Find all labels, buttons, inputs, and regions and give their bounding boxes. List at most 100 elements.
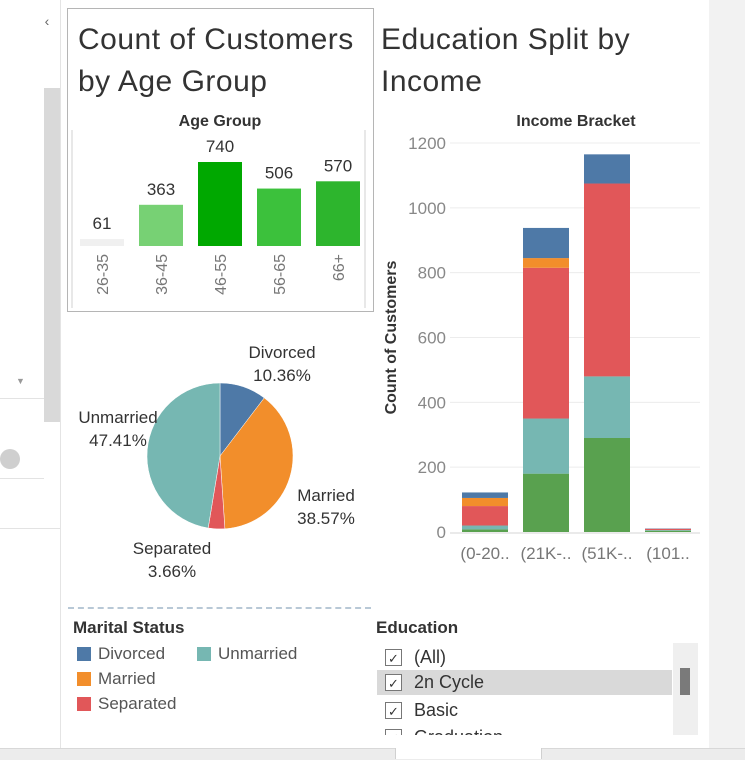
x-tick-label: (0-20.. bbox=[460, 544, 509, 563]
dropdown-caret-icon[interactable]: ▼ bbox=[16, 376, 25, 386]
y-axis-title: Count of Customers bbox=[383, 261, 400, 415]
bar-value-label: 740 bbox=[206, 137, 234, 156]
x-tick-label: 46-55 bbox=[213, 254, 230, 295]
stacked-bar-segment bbox=[584, 154, 630, 183]
stacked-bar-segment bbox=[462, 506, 508, 525]
stacked-bar-segment bbox=[462, 526, 508, 530]
pie-label-name: Divorced bbox=[236, 341, 328, 364]
filter-item-label: 2n Cycle bbox=[414, 672, 484, 693]
bottom-tab-bar bbox=[0, 748, 745, 760]
left-panel-scrollbar[interactable] bbox=[44, 88, 60, 422]
filter-item-all[interactable]: ✓ (All) bbox=[377, 645, 672, 670]
filter-item-label: Basic bbox=[414, 700, 458, 721]
pie-label-percent: 38.57% bbox=[285, 507, 367, 530]
pie-label-percent: 10.36% bbox=[236, 364, 328, 387]
pie-slice bbox=[147, 383, 220, 528]
education-filter-title: Education bbox=[376, 618, 458, 638]
education-chart-title-line2: Income bbox=[381, 61, 701, 103]
checkbox[interactable]: ✓ bbox=[385, 674, 402, 691]
chevron-left-icon[interactable]: ‹ bbox=[38, 10, 56, 32]
legend-swatch bbox=[197, 647, 211, 661]
checkbox[interactable]: ✓ bbox=[385, 729, 402, 735]
bar-value-label: 363 bbox=[147, 180, 175, 199]
legend-item-married[interactable]: Married bbox=[77, 669, 156, 689]
x-tick-label: (51K-.. bbox=[581, 544, 632, 563]
stacked-bar-segment bbox=[523, 419, 569, 474]
stacked-bar-segment bbox=[584, 184, 630, 377]
y-tick-label: 1000 bbox=[408, 199, 446, 218]
stacked-bar-segment bbox=[645, 529, 691, 530]
education-chart-title: Education Split by Income bbox=[381, 19, 701, 103]
stacked-bar-segment bbox=[523, 268, 569, 419]
stacked-bar-segment bbox=[462, 529, 508, 532]
divider bbox=[0, 528, 60, 529]
section-divider bbox=[68, 607, 371, 609]
legend-item-separated[interactable]: Separated bbox=[77, 694, 176, 714]
x-tick-label: 66+ bbox=[331, 254, 348, 281]
stacked-bar-segment bbox=[584, 376, 630, 438]
bar-value-label: 570 bbox=[324, 156, 352, 175]
bar bbox=[316, 181, 360, 246]
legend-swatch bbox=[77, 672, 91, 686]
legend-label: Separated bbox=[98, 694, 176, 714]
marital-pie-chart bbox=[140, 380, 300, 540]
filter-item-basic[interactable]: ✓ Basic bbox=[377, 698, 672, 723]
pie-label-name: Unmarried bbox=[68, 406, 168, 429]
legend-item-unmarried[interactable]: Unmarried bbox=[197, 644, 297, 664]
legend-item-divorced[interactable]: Divorced bbox=[77, 644, 165, 664]
checkbox[interactable]: ✓ bbox=[385, 649, 402, 666]
y-tick-label: 200 bbox=[418, 458, 446, 477]
filter-item-graduation[interactable]: ✓ Graduation bbox=[377, 725, 672, 735]
bar-value-label: 506 bbox=[265, 164, 293, 183]
pie-label-unmarried: Unmarried 47.41% bbox=[68, 406, 168, 452]
legend-label: Divorced bbox=[98, 644, 165, 664]
age-chart-header: Age Group bbox=[140, 113, 300, 131]
bar bbox=[80, 239, 124, 246]
stacked-bar-segment bbox=[523, 258, 569, 268]
legend-swatch bbox=[77, 647, 91, 661]
pie-label-divorced: Divorced 10.36% bbox=[236, 341, 328, 387]
slider-handle[interactable] bbox=[0, 449, 20, 469]
y-tick-label: 1200 bbox=[408, 134, 446, 153]
x-tick-label: (101.. bbox=[646, 544, 689, 563]
filter-scroll-thumb[interactable] bbox=[680, 668, 690, 695]
bar bbox=[139, 205, 183, 246]
sheet-tab[interactable] bbox=[395, 748, 542, 759]
stacked-bar-segment bbox=[645, 531, 691, 532]
filter-item-label: Graduation bbox=[414, 727, 503, 735]
age-chart-title-line2: by Age Group bbox=[78, 61, 368, 103]
bar bbox=[198, 162, 242, 246]
pie-label-name: Separated bbox=[122, 537, 222, 560]
x-tick-label: 26-35 bbox=[95, 254, 112, 295]
education-chart-title-line1: Education Split by bbox=[381, 19, 701, 61]
age-chart-title: Count of Customers by Age Group bbox=[78, 19, 368, 103]
bar bbox=[257, 189, 301, 246]
divider bbox=[0, 478, 44, 479]
right-gutter bbox=[709, 0, 745, 748]
checkbox[interactable]: ✓ bbox=[385, 702, 402, 719]
legend-swatch bbox=[77, 697, 91, 711]
y-tick-label: 800 bbox=[418, 264, 446, 283]
filter-item-2n-cycle[interactable]: ✓ 2n Cycle bbox=[377, 670, 672, 695]
divider bbox=[0, 398, 44, 399]
y-tick-label: 400 bbox=[418, 393, 446, 412]
legend-label: Unmarried bbox=[218, 644, 297, 664]
stacked-bar-segment bbox=[523, 474, 569, 532]
stacked-bar-segment bbox=[645, 530, 691, 531]
x-tick-label: (21K-.. bbox=[520, 544, 571, 563]
y-tick-label: 600 bbox=[418, 329, 446, 348]
pie-label-percent: 3.66% bbox=[122, 560, 222, 583]
pie-label-name: Married bbox=[285, 484, 367, 507]
education-filter-list: ✓ (All) ✓ 2n Cycle ✓ Basic ✓ Graduation bbox=[377, 643, 672, 735]
x-tick-label: 56-65 bbox=[272, 254, 289, 295]
pie-label-separated: Separated 3.66% bbox=[122, 537, 222, 583]
education-chart-header: Income Bracket bbox=[486, 113, 666, 131]
filter-item-label: (All) bbox=[414, 647, 446, 668]
age-chart-title-line1: Count of Customers bbox=[78, 19, 368, 61]
stacked-bar-segment bbox=[523, 228, 569, 258]
pie-label-percent: 47.41% bbox=[68, 429, 168, 452]
stacked-bar-segment bbox=[584, 438, 630, 532]
marital-legend-title: Marital Status bbox=[73, 618, 184, 638]
stacked-bar-segment bbox=[462, 498, 508, 506]
